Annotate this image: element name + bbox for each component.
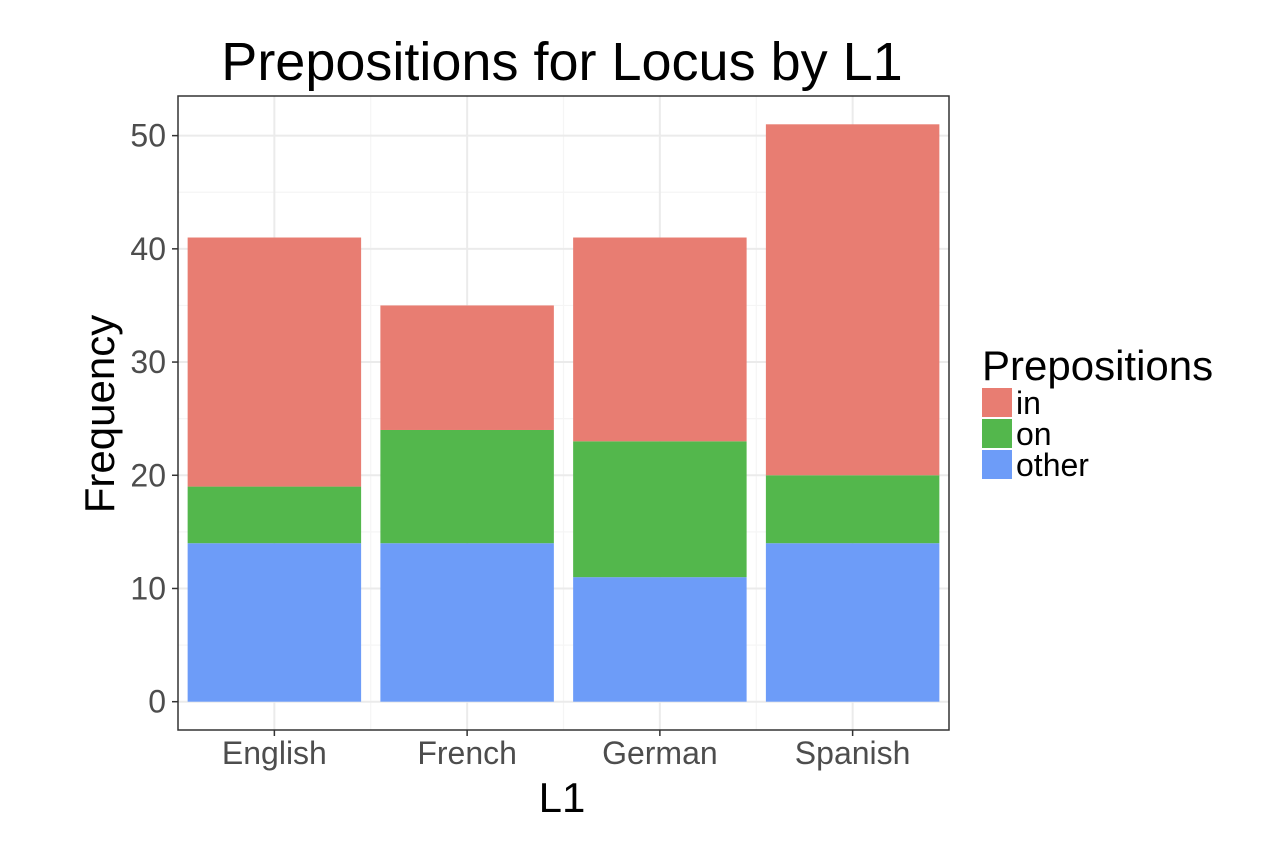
bar-german-other [573,577,747,702]
x-axis-title: L1 [539,774,586,821]
y-tick-label: 20 [130,457,166,493]
x-tick-label: Spanish [795,735,911,771]
legend-key-in [982,388,1012,417]
chart-title: Prepositions for Locus by L1 [221,32,902,92]
x-tick-label: English [222,735,327,771]
bar-spanish-in [765,124,940,476]
y-tick-label: 10 [130,570,166,606]
bar-english-other [187,543,362,702]
legend-label-other: other [1016,447,1089,483]
bar-spanish-other [765,543,940,702]
y-tick-label: 40 [130,231,166,267]
x-tick-label: French [417,735,517,771]
y-axis-title: Frequency [76,315,123,513]
x-tick-label: German [602,735,718,771]
legend-label-on: on [1016,416,1052,452]
y-tick-label: 50 [130,118,166,154]
bar-german-in [573,237,747,442]
bar-french-on [380,429,554,544]
plot-panel: 0 10 20 30 40 50 English French German Spanish [130,95,950,771]
legend-label-in: in [1016,385,1041,421]
panel-border [177,95,950,731]
y-tick-label: 30 [130,344,166,380]
bar-french-other [380,543,554,702]
bar-english-on [187,486,362,544]
bar-english-in [187,237,362,487]
legend-key-other [982,450,1012,479]
bar-spanish-on [765,475,940,544]
bar-german-on [573,441,747,578]
legend-title: Prepositions [982,342,1213,389]
bar-french-in [380,305,554,430]
legend-key-on [982,419,1012,448]
y-tick-label: 0 [148,684,166,720]
